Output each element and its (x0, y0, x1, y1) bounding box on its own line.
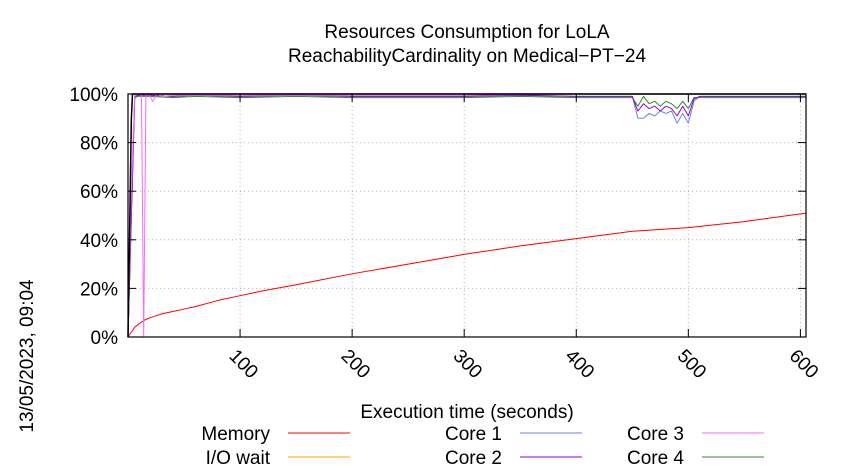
x-axis-ticks: 100 200 300 400 500 600 (225, 94, 822, 383)
x-tick-label: 100 (225, 346, 262, 383)
chart-title-line-1: Resources Consumption for LoLA (324, 22, 609, 43)
legend-label-core-1: Core 1 (445, 424, 502, 445)
y-tick-label: 60% (80, 182, 118, 203)
series-line-core-3 (127, 93, 806, 338)
y-tick-label: 80% (80, 134, 118, 155)
series-line-memory (127, 212, 807, 338)
x-tick-label: 300 (449, 346, 486, 383)
y-axis-ticks: 0% 20% 40% 60% 80% 100% (69, 85, 806, 349)
x-tick-label: 200 (337, 346, 374, 383)
chart-legend: Memory I/O wait Core 1 Core 2 Core 3 Core 4 (201, 424, 764, 469)
chart-title: Resources Consumption for LoLA Reachabili… (288, 22, 646, 67)
series-line-overlay (127, 93, 806, 338)
chart-title-line-2: ReachabilityCardinality on Medical−PT−24 (288, 46, 646, 67)
x-tick-label: 500 (673, 346, 710, 383)
chart-series (127, 93, 807, 338)
chart-grid (128, 94, 806, 337)
legend-label-core-4: Core 4 (627, 448, 684, 469)
legend-label-i-o-wait: I/O wait (206, 448, 271, 469)
y-tick-label: 100% (69, 85, 118, 106)
y-tick-label: 40% (80, 231, 118, 252)
x-tick-label: 600 (785, 346, 822, 383)
y-tick-label: 20% (80, 279, 118, 300)
y-tick-label: 0% (91, 328, 119, 349)
legend-label-core-2: Core 2 (445, 448, 502, 469)
series-line-core-4 (127, 95, 806, 338)
timestamp: 13/05/2023, 09:04 (17, 279, 38, 433)
x-tick-label: 400 (561, 346, 598, 383)
series-line-core-1 (127, 94, 806, 338)
legend-label-memory: Memory (201, 424, 270, 445)
series-line-core-2 (127, 94, 806, 338)
legend-label-core-3: Core 3 (627, 424, 684, 445)
x-axis-label: Execution time (seconds) (360, 402, 573, 423)
plot-frame (127, 93, 807, 338)
